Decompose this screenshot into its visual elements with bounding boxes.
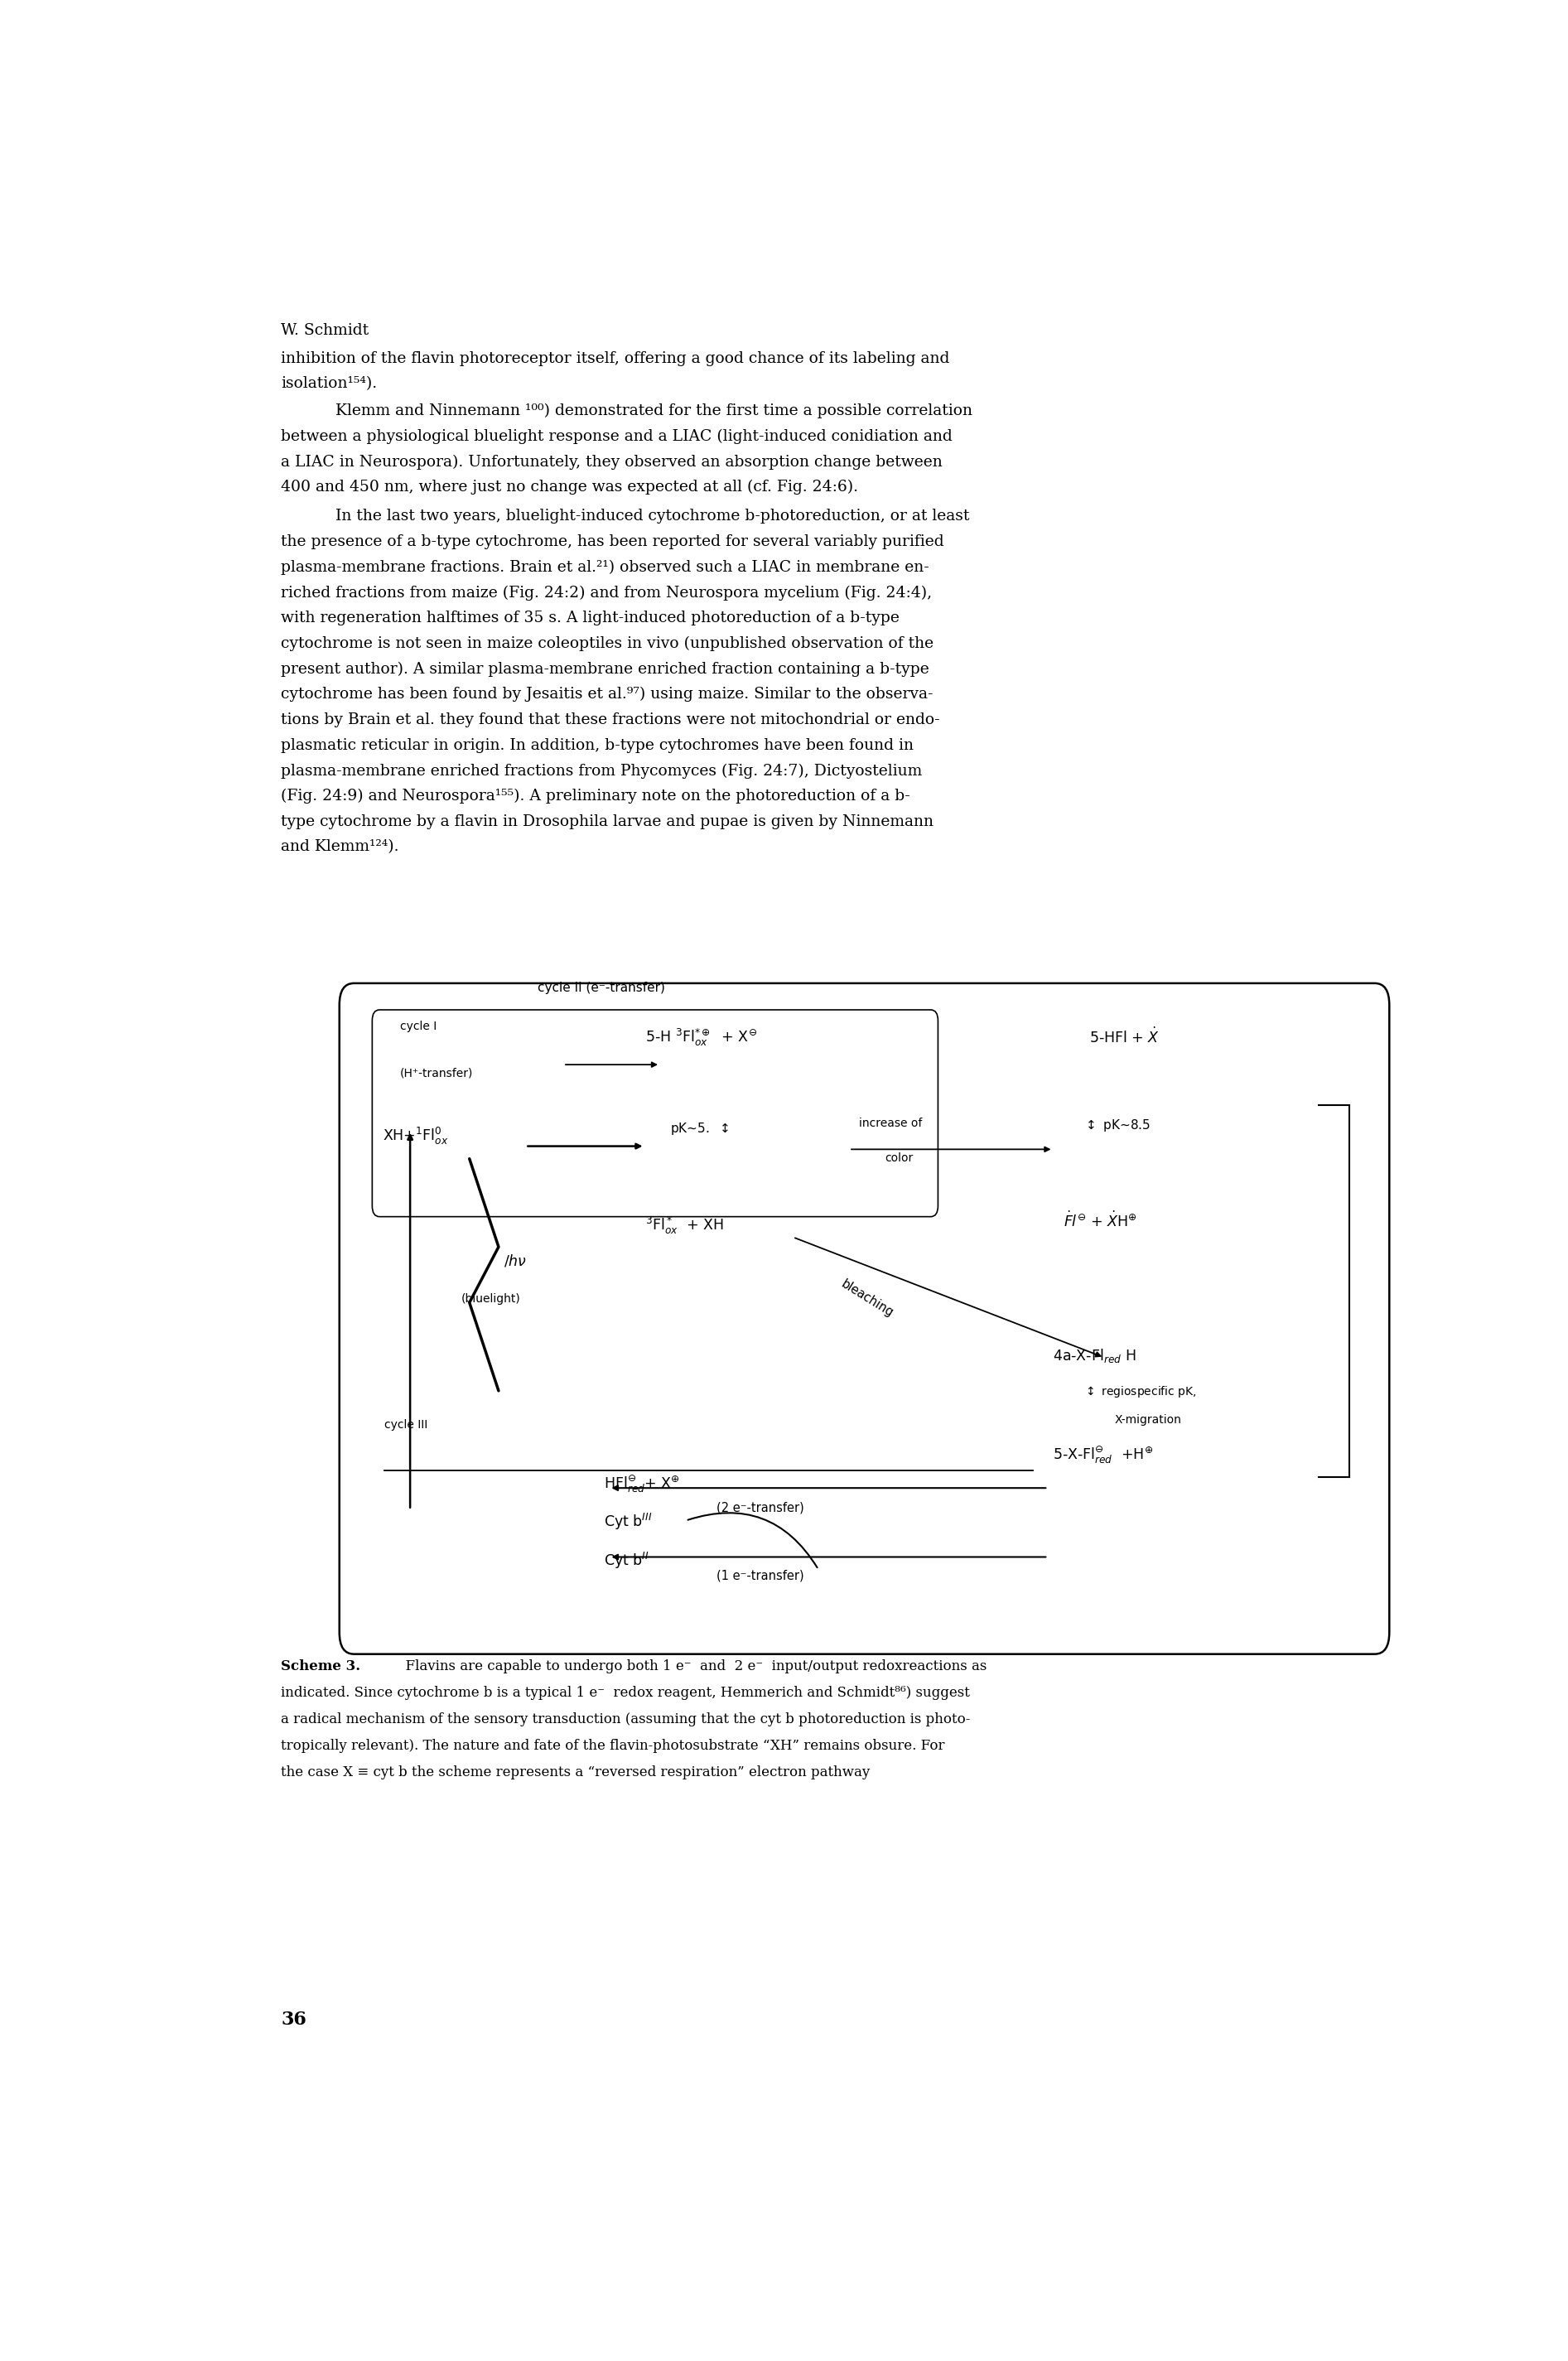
Text: plasma-membrane fractions. Brain et al.²¹) observed such a LIAC in membrane en-: plasma-membrane fractions. Brain et al.²… [281, 560, 930, 574]
Text: isolation¹⁵⁴).: isolation¹⁵⁴). [281, 375, 378, 392]
Text: pK~5.  $\updownarrow$: pK~5. $\updownarrow$ [671, 1121, 729, 1138]
Text: plasma-membrane enriched fractions from Phycomyces (Fig. 24:7), Dictyostelium: plasma-membrane enriched fractions from … [281, 763, 922, 779]
FancyBboxPatch shape [339, 982, 1389, 1655]
Text: cytochrome has been found by Jesaitis et al.⁹⁷) using maize. Similar to the obse: cytochrome has been found by Jesaitis et… [281, 687, 933, 701]
Text: cycle III: cycle III [384, 1419, 428, 1431]
Text: /$h\nu$: /$h\nu$ [503, 1254, 527, 1268]
Text: Cyt b$^{II}$: Cyt b$^{II}$ [604, 1551, 649, 1570]
Text: 4a-X-Fl$_{red}$ H: 4a-X-Fl$_{red}$ H [1054, 1346, 1137, 1365]
Text: the case X ≡ cyt b the scheme represents a “reversed respiration” electron pathw: the case X ≡ cyt b the scheme represents… [281, 1766, 870, 1780]
Text: 5-X-Fl$^{\ominus}_{red}$  +H$^{\oplus}$: 5-X-Fl$^{\ominus}_{red}$ +H$^{\oplus}$ [1054, 1445, 1154, 1466]
Text: riched fractions from maize (Fig. 24:2) and from Neurospora mycelium (Fig. 24:4): riched fractions from maize (Fig. 24:2) … [281, 586, 933, 600]
Text: the presence of a b-type cytochrome, has been reported for several variably puri: the presence of a b-type cytochrome, has… [281, 534, 944, 550]
Text: tropically relevant). The nature and fate of the flavin-photosubstrate “XH” rema: tropically relevant). The nature and fat… [281, 1738, 946, 1752]
Text: bleaching: bleaching [839, 1277, 895, 1320]
Text: between a physiological bluelight response and a LIAC (light-induced conidiation: between a physiological bluelight respon… [281, 430, 953, 444]
Text: HFl$^{\ominus}_{red}$+ X$^{\oplus}$: HFl$^{\ominus}_{red}$+ X$^{\oplus}$ [604, 1473, 681, 1495]
Text: indicated. Since cytochrome b is a typical 1 e⁻  redox reagent, Hemmerich and Sc: indicated. Since cytochrome b is a typic… [281, 1686, 971, 1700]
Text: increase of: increase of [859, 1119, 922, 1129]
Text: tions by Brain et al. they found that these fractions were not mitochondrial or : tions by Brain et al. they found that th… [281, 713, 941, 727]
Text: (bluelight): (bluelight) [461, 1294, 521, 1306]
Text: cytochrome is not seen in maize coleoptiles in vivo (unpublished observation of : cytochrome is not seen in maize coleopti… [281, 635, 935, 652]
Text: cycle I: cycle I [400, 1020, 436, 1032]
Text: Flavins are capable to undergo both 1 e⁻  and  2 e⁻  input/output redoxreactions: Flavins are capable to undergo both 1 e⁻… [397, 1660, 986, 1674]
Text: $\dot{F}l^{\ominus}$ + $\dot{X}$H$^{\oplus}$: $\dot{F}l^{\ominus}$ + $\dot{X}$H$^{\opl… [1063, 1211, 1137, 1230]
Text: present author). A similar plasma-membrane enriched fraction containing a b-type: present author). A similar plasma-membra… [281, 661, 930, 678]
Text: $\updownarrow$ regiospecific pK,: $\updownarrow$ regiospecific pK, [1083, 1384, 1196, 1400]
Text: type cytochrome by a flavin in Drosophila larvae and pupae is given by Ninnemann: type cytochrome by a flavin in Drosophil… [281, 815, 935, 829]
Text: plasmatic reticular in origin. In addition, b-type cytochromes have been found i: plasmatic reticular in origin. In additi… [281, 737, 914, 753]
Text: (H⁺-transfer): (H⁺-transfer) [400, 1067, 474, 1079]
Text: Cyt b$^{III}$: Cyt b$^{III}$ [604, 1511, 652, 1532]
FancyArrowPatch shape [688, 1513, 817, 1568]
Text: (2 e⁻-transfer): (2 e⁻-transfer) [717, 1502, 804, 1513]
Text: (1 e⁻-transfer): (1 e⁻-transfer) [717, 1570, 804, 1582]
Text: W. Schmidt: W. Schmidt [281, 323, 368, 338]
Text: and Klemm¹²⁴).: and Klemm¹²⁴). [281, 841, 400, 855]
Text: 400 and 450 nm, where just no change was expected at all (cf. Fig. 24:6).: 400 and 450 nm, where just no change was… [281, 479, 858, 496]
Text: inhibition of the flavin photoreceptor itself, offering a good chance of its lab: inhibition of the flavin photoreceptor i… [281, 352, 950, 366]
Text: X-migration: X-migration [1115, 1414, 1181, 1426]
FancyBboxPatch shape [372, 1011, 938, 1216]
Text: (Fig. 24:9) and Neurospora¹⁵⁵). A preliminary note on the photoreduction of a b-: (Fig. 24:9) and Neurospora¹⁵⁵). A prelim… [281, 789, 911, 803]
Text: Scheme 3.: Scheme 3. [281, 1660, 361, 1674]
Text: 36: 36 [281, 2009, 307, 2028]
Text: a radical mechanism of the sensory transduction (assuming that the cyt b photore: a radical mechanism of the sensory trans… [281, 1712, 971, 1726]
Text: cycle II (e⁻-transfer): cycle II (e⁻-transfer) [538, 982, 665, 994]
Text: a LIAC in Neurospora). Unfortunately, they observed an absorption change between: a LIAC in Neurospora). Unfortunately, th… [281, 453, 942, 470]
Text: 5-HFl + $\dot{X}$: 5-HFl + $\dot{X}$ [1088, 1027, 1159, 1046]
Text: $^3$Fl$^*_{ox}$  + XH: $^3$Fl$^*_{ox}$ + XH [644, 1216, 723, 1235]
Text: color: color [884, 1152, 913, 1164]
Text: Klemm and Ninnemann ¹⁰⁰) demonstrated for the first time a possible correlation: Klemm and Ninnemann ¹⁰⁰) demonstrated fo… [336, 404, 972, 418]
Text: XH+$^1$Fl$^0_{ox}$: XH+$^1$Fl$^0_{ox}$ [383, 1126, 448, 1147]
Text: 5-H $^3$Fl$^{*\oplus}_{ox}$  + X$^{\ominus}$: 5-H $^3$Fl$^{*\oplus}_{ox}$ + X$^{\ominu… [644, 1027, 757, 1048]
Text: In the last two years, bluelight-induced cytochrome b-photoreduction, or at leas: In the last two years, bluelight-induced… [336, 508, 969, 524]
Text: $\updownarrow$ pK~8.5: $\updownarrow$ pK~8.5 [1083, 1119, 1151, 1133]
Text: with regeneration halftimes of 35 s. A light-induced photoreduction of a b-type: with regeneration halftimes of 35 s. A l… [281, 611, 900, 626]
